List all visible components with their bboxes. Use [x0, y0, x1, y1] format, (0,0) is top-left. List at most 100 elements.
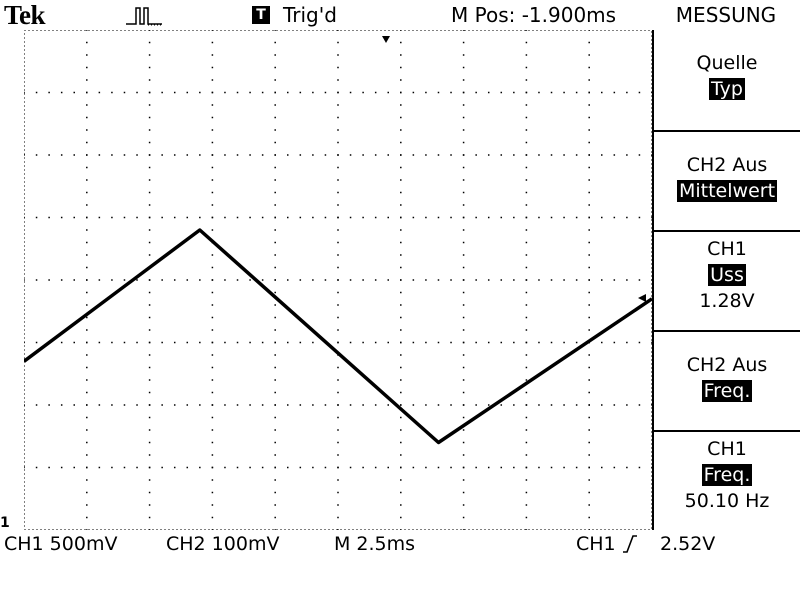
grid-dot	[387, 341, 389, 344]
grid-dot	[613, 154, 616, 156]
grid-dot	[575, 154, 578, 156]
grid-dot	[86, 454, 88, 456]
grid-dot	[513, 341, 515, 344]
grid-dot	[487, 154, 490, 156]
menu-item-ch2-mean[interactable]: CH2 Aus Mittelwert	[654, 130, 800, 230]
grid-dot	[337, 54, 339, 56]
grid-dot	[224, 341, 226, 344]
grid-dot	[337, 504, 339, 506]
grid-dot	[462, 479, 465, 481]
grid-dot	[638, 279, 641, 281]
menu-item-label: Quelle	[696, 52, 758, 74]
grid-dot	[525, 341, 528, 344]
grid-dot	[563, 404, 565, 406]
grid-dot	[211, 491, 214, 494]
grid-dot	[387, 91, 389, 94]
grid-dot	[588, 66, 590, 69]
grid-dot	[462, 116, 465, 119]
grid-dot	[261, 341, 264, 344]
grid-dot	[86, 279, 88, 281]
grid-dot	[601, 279, 603, 281]
grid-dot	[60, 279, 63, 281]
grid-dot	[211, 316, 214, 319]
grid-dot	[186, 466, 189, 469]
grid-dot	[475, 341, 477, 344]
grid-dot	[588, 441, 590, 444]
grid-dot	[337, 416, 339, 419]
grid-dot	[249, 154, 251, 156]
grid-dot	[148, 354, 151, 356]
grid-dot	[86, 204, 88, 206]
grid-dot	[148, 366, 151, 369]
grid-dot	[525, 66, 528, 69]
grid-dot	[35, 154, 38, 156]
grid-dot	[550, 404, 553, 406]
trigger-status: Trig'd	[283, 3, 337, 27]
grid-dot	[613, 279, 616, 281]
grid-dot	[487, 466, 490, 469]
grid-dot	[588, 304, 590, 306]
grid-dot	[462, 229, 465, 231]
grid-dot	[274, 104, 276, 106]
grid-dot	[337, 104, 339, 106]
grid-dot	[525, 54, 528, 56]
grid-dot	[86, 516, 88, 519]
grid-dot	[462, 491, 465, 494]
grid-dot	[525, 279, 528, 281]
grid-dot	[525, 204, 528, 206]
grid-dot	[462, 466, 465, 469]
grid-dot	[224, 154, 226, 156]
grid-dot	[462, 416, 465, 419]
menu-item-ch1-peak-to-peak[interactable]: CH1 Uss 1.28V	[654, 230, 800, 330]
grid-dot	[261, 154, 264, 156]
grid-dot	[588, 416, 590, 419]
grid-dot	[588, 291, 590, 294]
menu-item-ch1-frequency[interactable]: CH1 Freq. 50.10 Hz	[654, 430, 800, 530]
grid-dot	[588, 391, 590, 394]
grid-dot	[86, 404, 88, 406]
grid-dot	[638, 341, 641, 344]
grid-dot	[362, 279, 364, 281]
menu-item-type: Freq.	[701, 464, 753, 486]
grid-dot	[324, 466, 327, 469]
grid-dot	[651, 466, 652, 469]
grid-dot	[400, 104, 402, 106]
grid-dot	[86, 30, 88, 31]
grid-dot	[651, 216, 652, 219]
grid-dot	[24, 91, 25, 94]
grid-dot	[525, 441, 528, 444]
menu-item-source[interactable]: Quelle Typ	[654, 52, 800, 152]
grid-dot	[111, 404, 113, 406]
grid-dot	[148, 229, 151, 231]
grid-dot	[35, 404, 38, 406]
grid-dot	[462, 30, 465, 31]
grid-dot	[337, 129, 339, 131]
grid-dot	[525, 454, 528, 456]
grid-dot	[148, 391, 151, 394]
grid-dot	[161, 466, 163, 469]
grid-dot	[211, 204, 214, 206]
menu-item-type: Freq.	[701, 380, 753, 402]
grid-dot	[651, 404, 652, 406]
grid-dot	[500, 216, 503, 219]
grid-dot	[86, 191, 88, 194]
grid-dot	[337, 329, 339, 331]
grid-dot	[362, 466, 364, 469]
grid-dot	[173, 91, 176, 94]
grid-dot	[211, 54, 214, 56]
grid-dot	[86, 341, 88, 344]
grid-dot	[400, 241, 402, 244]
grid-dot	[73, 466, 75, 469]
grid-dot	[148, 529, 151, 530]
grid-dot	[274, 441, 276, 444]
grid-dot	[324, 404, 327, 406]
grid-dot	[588, 404, 590, 406]
grid-dot	[487, 341, 490, 344]
grid-dot	[588, 366, 590, 369]
grid-dot	[211, 391, 214, 394]
grid-dot	[148, 129, 151, 131]
grid-dot	[148, 429, 151, 431]
grid-dot	[60, 404, 63, 406]
grid-dot	[287, 341, 289, 344]
menu-item-ch2-frequency[interactable]: CH2 Aus Freq.	[654, 330, 800, 430]
